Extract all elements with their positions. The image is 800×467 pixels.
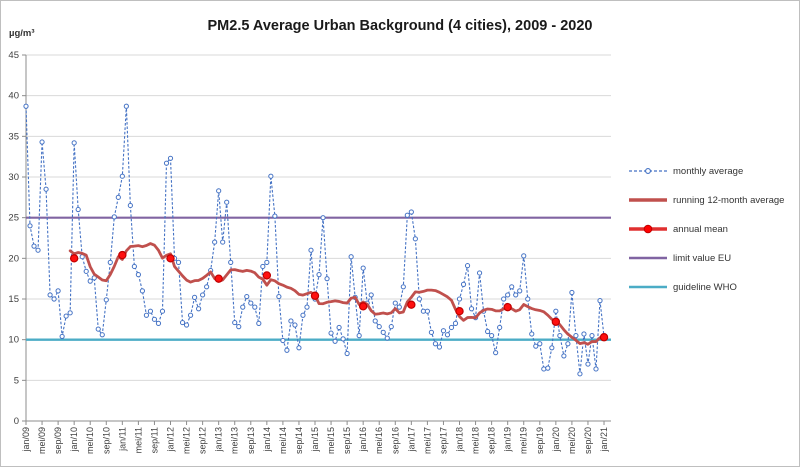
legend-swatch-icon [629, 256, 667, 260]
legend-item-annual-mean: annual mean [628, 223, 796, 235]
svg-text:sep/14: sep/14 [294, 427, 304, 454]
svg-text:45: 45 [8, 50, 19, 61]
svg-text:jan/18: jan/18 [455, 427, 465, 453]
svg-text:jan/17: jan/17 [406, 427, 416, 453]
legend-label: annual mean [673, 223, 728, 235]
legend-item-limit-value-eu: limit value EU [628, 252, 796, 264]
svg-text:jan/21: jan/21 [599, 427, 609, 453]
svg-text:sep/17: sep/17 [438, 427, 448, 454]
svg-text:sep/18: sep/18 [487, 427, 497, 454]
svg-text:35: 35 [8, 131, 19, 142]
svg-text:30: 30 [8, 172, 19, 183]
svg-text:mei/13: mei/13 [230, 427, 240, 454]
legend-label: guideline WHO [673, 281, 737, 293]
svg-text:jan/09: jan/09 [21, 427, 31, 453]
legend-swatch-icon [629, 168, 667, 174]
legend-item-monthly-average: monthly average [628, 165, 796, 177]
svg-text:jan/16: jan/16 [358, 427, 368, 453]
svg-text:15: 15 [8, 294, 19, 305]
svg-text:0: 0 [14, 416, 19, 427]
svg-text:jan/10: jan/10 [69, 427, 79, 453]
y-tick-labels: 0 5 10 15 20 25 30 35 40 45 [8, 50, 19, 427]
svg-text:sep/11: sep/11 [149, 427, 159, 453]
svg-text:sep/19: sep/19 [535, 427, 545, 454]
monthly-average-series [23, 103, 607, 377]
svg-text:sep/15: sep/15 [342, 427, 352, 454]
svg-text:jan/20: jan/20 [551, 427, 561, 453]
legend-label: limit value EU [673, 252, 732, 264]
svg-text:mei/17: mei/17 [422, 427, 432, 454]
svg-text:sep/10: sep/10 [101, 427, 111, 454]
svg-text:mei/19: mei/19 [519, 427, 529, 454]
legend-item-guideline-who: guideline WHO [628, 281, 796, 293]
svg-text:sep/13: sep/13 [246, 427, 256, 454]
svg-text:jan/11: jan/11 [117, 427, 127, 452]
svg-text:mei/10: mei/10 [85, 427, 95, 454]
svg-text:sep/16: sep/16 [390, 427, 400, 454]
svg-text:sep/09: sep/09 [53, 427, 63, 454]
svg-text:sep/20: sep/20 [583, 427, 593, 454]
legend-swatch-icon [629, 224, 667, 234]
legend-label: running 12-month average [673, 194, 785, 206]
svg-text:mei/20: mei/20 [567, 427, 577, 454]
svg-text:sep/12: sep/12 [198, 427, 208, 454]
svg-text:jan/13: jan/13 [214, 427, 224, 453]
svg-text:mei/12: mei/12 [182, 427, 192, 454]
svg-text:mei/11: mei/11 [133, 427, 143, 453]
legend-swatch-icon [629, 198, 667, 202]
svg-text:mei/15: mei/15 [326, 427, 336, 454]
x-tick-labels: jan/09 mei/09 sep/09 jan/10 mei/10 sep/10 jan/… [21, 421, 609, 454]
svg-text:10: 10 [8, 335, 19, 346]
y-gridlines [22, 54, 611, 422]
svg-text:5: 5 [14, 375, 19, 386]
legend-label: monthly average [673, 165, 744, 177]
svg-text:mei/09: mei/09 [37, 427, 47, 454]
svg-text:jan/14: jan/14 [262, 427, 272, 453]
svg-text:jan/15: jan/15 [310, 427, 320, 453]
svg-text:mei/16: mei/16 [374, 427, 384, 454]
y-axis-unit-label: µg/m³ [9, 28, 35, 39]
svg-text:20: 20 [8, 253, 19, 264]
svg-text:jan/12: jan/12 [166, 427, 176, 453]
legend-item-running-12-month-average: running 12-month average [628, 194, 796, 206]
svg-text:40: 40 [8, 91, 19, 102]
svg-text:mei/14: mei/14 [278, 427, 288, 454]
svg-text:25: 25 [8, 213, 19, 224]
svg-text:mei/18: mei/18 [471, 427, 481, 454]
chart-title: PM2.5 Average Urban Background (4 cities… [207, 18, 593, 34]
svg-text:jan/19: jan/19 [503, 427, 513, 453]
annual-mean-series [69, 250, 609, 342]
legend: monthly average running 12-month average a… [628, 165, 796, 310]
running-12-month-average-series [68, 242, 606, 346]
legend-swatch-icon [629, 285, 667, 289]
